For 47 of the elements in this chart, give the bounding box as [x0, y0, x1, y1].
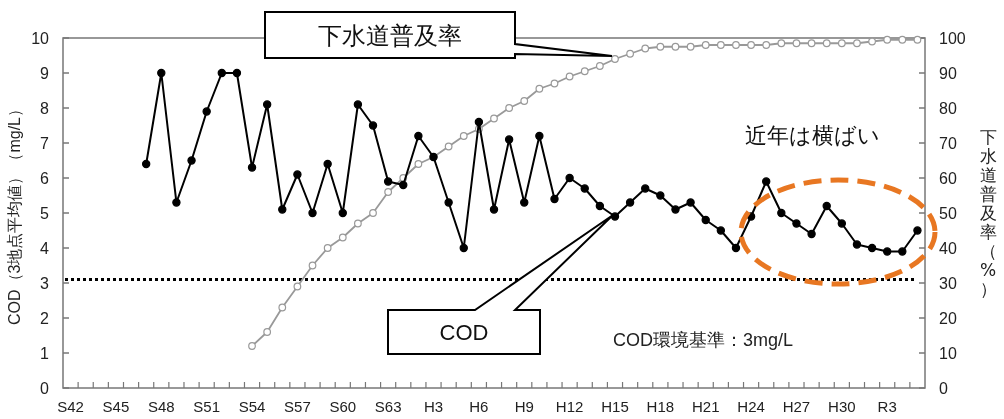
y2-tick-label: 30 — [939, 275, 957, 292]
x-tick-label: S48 — [147, 398, 175, 415]
x-tick-label: S54 — [238, 398, 266, 415]
annotation: 下水道普及率 — [318, 21, 462, 50]
y-tick-label: 2 — [40, 310, 50, 327]
x-tick-label: H3 — [423, 398, 444, 415]
y2-tick-label: 70 — [939, 135, 957, 152]
y-axis-title: COD（3地点平均値）（mg/L） — [6, 100, 23, 326]
y2-tick-label: 90 — [939, 65, 957, 82]
x-tick-label: S63 — [374, 398, 402, 415]
x-tick-label: H27 — [782, 398, 811, 415]
y2-tick-label: 10 — [939, 345, 957, 362]
x-tick-label: S51 — [193, 398, 221, 415]
y2-tick-label: 0 — [939, 380, 948, 397]
y-tick-label: 5 — [40, 205, 50, 222]
y-tick-label: 9 — [40, 65, 50, 82]
y2-tick-label: 80 — [939, 100, 957, 117]
y2-tick-label: 100 — [939, 30, 966, 47]
y-tick-label: 8 — [40, 100, 50, 117]
ref-line-label: COD環境基準：3mg/L — [613, 330, 794, 350]
y-tick-label: 3 — [40, 275, 50, 292]
x-tick-label: R3 — [877, 398, 897, 415]
y2-tick-label: 40 — [939, 240, 957, 257]
x-tick-label: H18 — [646, 398, 675, 415]
x-tick-label: H24 — [737, 398, 765, 415]
x-tick-label: H30 — [828, 398, 856, 415]
y-tick-label: 0 — [40, 380, 50, 397]
x-tick-label: H9 — [514, 398, 534, 415]
x-tick-label: H15 — [601, 398, 629, 415]
x-tick-label: S60 — [329, 398, 357, 415]
y2-tick-label: 60 — [939, 170, 957, 187]
y-tick-label: 7 — [40, 135, 50, 152]
x-tick-label: H21 — [691, 398, 720, 415]
y2-tick-label: 50 — [939, 205, 957, 222]
x-tick-label: H12 — [555, 398, 584, 415]
x-tick-label: S45 — [102, 398, 130, 415]
y-tick-label: 1 — [40, 345, 50, 362]
text: 下水道普及率（%） — [979, 127, 997, 299]
annotation: COD — [439, 319, 489, 345]
x-tick-label: S42 — [57, 398, 84, 415]
annotation: 近年は横ばい — [744, 123, 880, 148]
x-tick-label: S57 — [284, 398, 311, 415]
y2-tick-label: 20 — [939, 310, 957, 327]
y-tick-label: 4 — [40, 240, 50, 257]
y-tick-label: 10 — [31, 30, 50, 47]
y-tick-label: 6 — [40, 170, 50, 187]
x-tick-label: H6 — [469, 398, 489, 415]
